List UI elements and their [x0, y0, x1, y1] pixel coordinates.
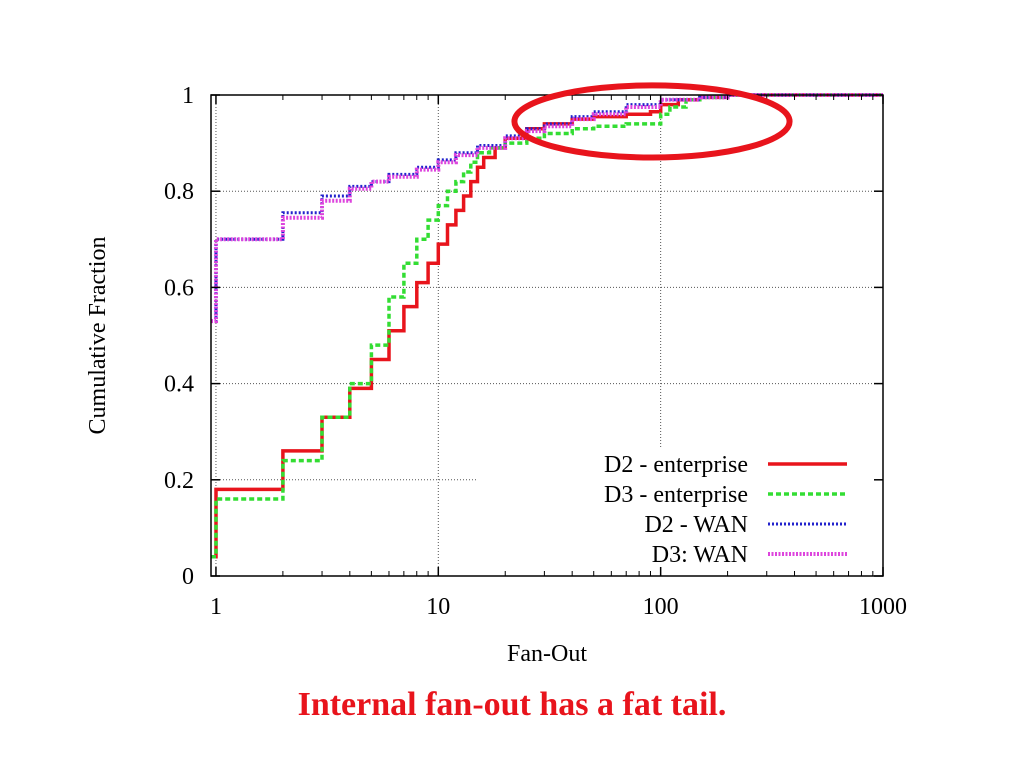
legend-label-d3-wan: D3: WAN [652, 542, 748, 568]
x-tick-label: 1000 [859, 594, 907, 620]
y-tick-label: 0.4 [164, 372, 194, 398]
legend: D2 - enterprise D3 - enterprise D2 - WAN D3… [604, 452, 847, 568]
axis-ticks: 0 0.2 0.4 0.6 0.8 1 1 10 100 1000 [164, 83, 907, 620]
highlight-ellipse [511, 82, 793, 161]
x-axis-label: Fan-Out [507, 641, 587, 667]
x-tick-label: 100 [643, 594, 679, 620]
y-tick-label: 0.8 [164, 179, 194, 205]
series-line-d3-enterprise [211, 93, 883, 559]
y-tick-label: 0 [182, 564, 194, 590]
series-line-d3-wan [211, 93, 883, 324]
y-tick-label: 0.6 [164, 275, 194, 301]
y-axis-label: Cumulative Fraction [85, 237, 111, 435]
y-tick-label: 0.2 [164, 468, 194, 494]
slide-caption: Internal fan-out has a fat tail. [297, 686, 727, 723]
y-tick-label: 1 [182, 83, 194, 109]
x-tick-label: 1 [210, 594, 222, 620]
legend-label-d2-wan: D2 - WAN [644, 512, 748, 538]
legend-label-d2-enterprise: D2 - enterprise [604, 452, 748, 478]
legend-label-d3-enterprise: D3 - enterprise [604, 482, 748, 508]
data-series [211, 93, 883, 559]
x-tick-label: 10 [426, 594, 450, 620]
